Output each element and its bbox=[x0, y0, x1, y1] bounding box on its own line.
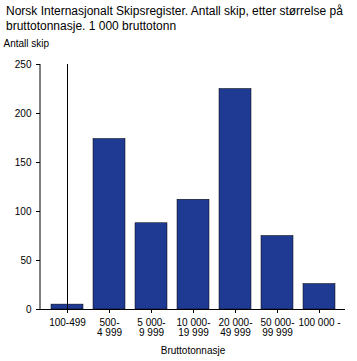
svg-text:5 000-9 999: 5 000-9 999 bbox=[137, 317, 165, 338]
svg-text:100: 100 bbox=[15, 206, 32, 217]
svg-text:10 000-19 999: 10 000-19 999 bbox=[177, 317, 211, 338]
svg-text:50 000-99 999: 50 000-99 999 bbox=[261, 317, 295, 338]
svg-text:250: 250 bbox=[15, 59, 32, 70]
svg-text:50: 50 bbox=[20, 255, 32, 266]
svg-text:500-4 999: 500-4 999 bbox=[97, 317, 122, 338]
svg-text:Antall skip: Antall skip bbox=[4, 38, 50, 49]
svg-text:0: 0 bbox=[26, 304, 32, 315]
svg-text:20 000-49 999: 20 000-49 999 bbox=[219, 317, 253, 338]
svg-text:100-499: 100-499 bbox=[49, 317, 86, 328]
html-text:Norsk Internasjonalt Skipsregi: Norsk Internasjonalt Skipsregister. Anta… bbox=[6, 4, 343, 33]
svg-text:200: 200 bbox=[15, 108, 32, 119]
svg-text:Bruttotonnasje: Bruttotonnasje bbox=[161, 345, 226, 356]
svg-text:150: 150 bbox=[15, 157, 32, 168]
svg-text:100 000 -: 100 000 - bbox=[298, 317, 340, 328]
